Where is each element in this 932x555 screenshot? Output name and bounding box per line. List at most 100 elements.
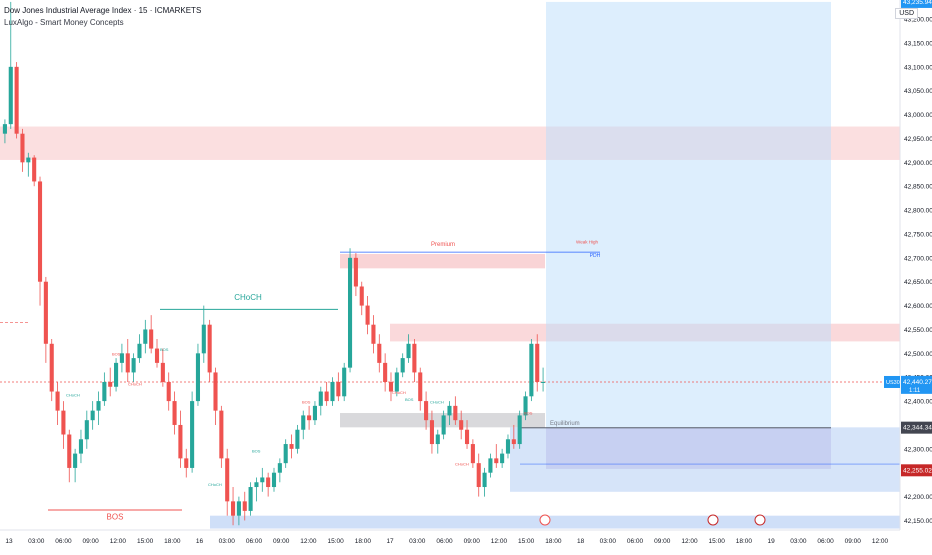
- candle-body: [476, 463, 481, 488]
- candle-body: [482, 472, 487, 488]
- candle-body: [137, 343, 142, 359]
- time-tick-label: 09:00: [845, 538, 862, 545]
- price-tick-label: 43,150.00: [904, 40, 932, 47]
- time-tick-label: 06:00: [246, 538, 263, 545]
- candle-body: [149, 329, 154, 349]
- candle-body: [108, 381, 113, 387]
- time-tick-label: 12:00: [491, 538, 508, 545]
- choch-label: CHoCH: [234, 293, 262, 302]
- time-tick-label: 03:00: [219, 538, 236, 545]
- candle-body: [213, 372, 218, 411]
- event-icon: [754, 514, 766, 526]
- equilibrium-label: Equilibrium: [550, 421, 580, 427]
- candle-body: [453, 405, 458, 421]
- candle-body: [441, 415, 446, 435]
- currency-button[interactable]: USD: [895, 8, 918, 19]
- candle-body: [73, 453, 78, 468]
- price-tick-label: 42,200.00: [904, 494, 932, 501]
- candle-body: [20, 133, 25, 163]
- candle-body: [418, 372, 423, 402]
- candle-body: [336, 381, 341, 397]
- bos-small-label: BOS: [252, 449, 261, 454]
- candle-body: [377, 343, 382, 363]
- candle-body: [359, 286, 364, 306]
- candle-body: [90, 410, 95, 421]
- candle-body: [406, 343, 411, 359]
- candle-body: [388, 381, 394, 392]
- bos-small-label: BOS: [302, 399, 311, 404]
- symbol-title[interactable]: Dow Jones Industrial Average Index · 15 …: [4, 6, 202, 15]
- candle-body: [494, 458, 499, 464]
- candle-body: [318, 391, 323, 406]
- candle-body: [283, 444, 288, 464]
- candle-body: [330, 381, 335, 402]
- price-tick-label: 42,950.00: [904, 136, 932, 143]
- time-tick-label: 09:00: [654, 538, 671, 545]
- candle-body: [43, 281, 48, 344]
- candle-body: [254, 482, 259, 488]
- candle-body: [160, 362, 165, 382]
- candle-body: [32, 157, 37, 182]
- candle-body: [383, 362, 388, 382]
- candle-body: [464, 429, 470, 445]
- candle-body: [49, 343, 54, 392]
- candle-body: [172, 401, 177, 425]
- candle-body: [207, 324, 212, 373]
- choch-small-label: CHoCH: [66, 392, 80, 397]
- time-tick-label: 12:00: [110, 538, 127, 545]
- time-tick-label: 12:00: [681, 538, 698, 545]
- price-tick-label: 42,550.00: [904, 327, 932, 334]
- bos-small-label: BOS: [405, 397, 414, 402]
- candle-body: [459, 420, 464, 430]
- symbol-badge-label: US30: [886, 380, 900, 386]
- demand-zone: [510, 427, 900, 492]
- candle-body: [260, 477, 265, 483]
- time-tick-label: 12:00: [300, 538, 317, 545]
- time-tick-label: 15:00: [518, 538, 535, 545]
- time-tick-label: 13: [5, 538, 13, 545]
- candle-body: [55, 391, 60, 411]
- candle-body: [488, 458, 493, 473]
- time-tick-label: 06:00: [627, 538, 644, 545]
- price-tick-label: 42,400.00: [904, 399, 932, 406]
- candle-body: [535, 343, 540, 382]
- price-badge: [901, 375, 932, 394]
- candle-body: [517, 415, 522, 445]
- candle-body: [301, 415, 306, 430]
- candle-body: [307, 415, 312, 421]
- indicator-name[interactable]: LuxAlgo - Smart Money Concepts: [4, 18, 124, 27]
- time-tick-label: 03:00: [28, 538, 45, 545]
- candle-body: [154, 348, 160, 363]
- premium-label: Premium: [431, 242, 455, 248]
- candle-body: [289, 444, 294, 449]
- candle-body: [365, 305, 370, 325]
- time-axis-bg: [0, 530, 932, 550]
- candle-body: [84, 420, 89, 440]
- candle-body: [500, 453, 505, 464]
- price-tick-label: 42,800.00: [904, 208, 932, 215]
- candle-body: [435, 434, 440, 445]
- time-tick-label: 09:00: [83, 538, 100, 545]
- time-tick-label: 06:00: [436, 538, 453, 545]
- time-tick-label: 18:00: [164, 538, 181, 545]
- bos-small-label: BOS: [160, 347, 169, 352]
- countdown-label: 1:11: [909, 388, 921, 394]
- candle-body: [412, 343, 417, 373]
- price-badge: [901, 0, 932, 8]
- time-tick-label: 06:00: [817, 538, 834, 545]
- candle-body: [529, 343, 534, 397]
- price-tick-label: 42,850.00: [904, 184, 932, 191]
- time-tick-label: 03:00: [790, 538, 807, 545]
- choch-small-label: CHoCH: [392, 390, 406, 395]
- candle-body: [271, 472, 277, 488]
- time-tick-label: 03:00: [600, 538, 617, 545]
- candle-body: [96, 401, 101, 411]
- candle-body: [236, 501, 241, 516]
- time-tick-label: 17: [386, 538, 394, 545]
- candle-body: [511, 439, 516, 445]
- choch-small-label: CHoCH: [455, 462, 469, 467]
- candle-body: [447, 405, 452, 416]
- weak-high-label: Weak High: [576, 240, 598, 245]
